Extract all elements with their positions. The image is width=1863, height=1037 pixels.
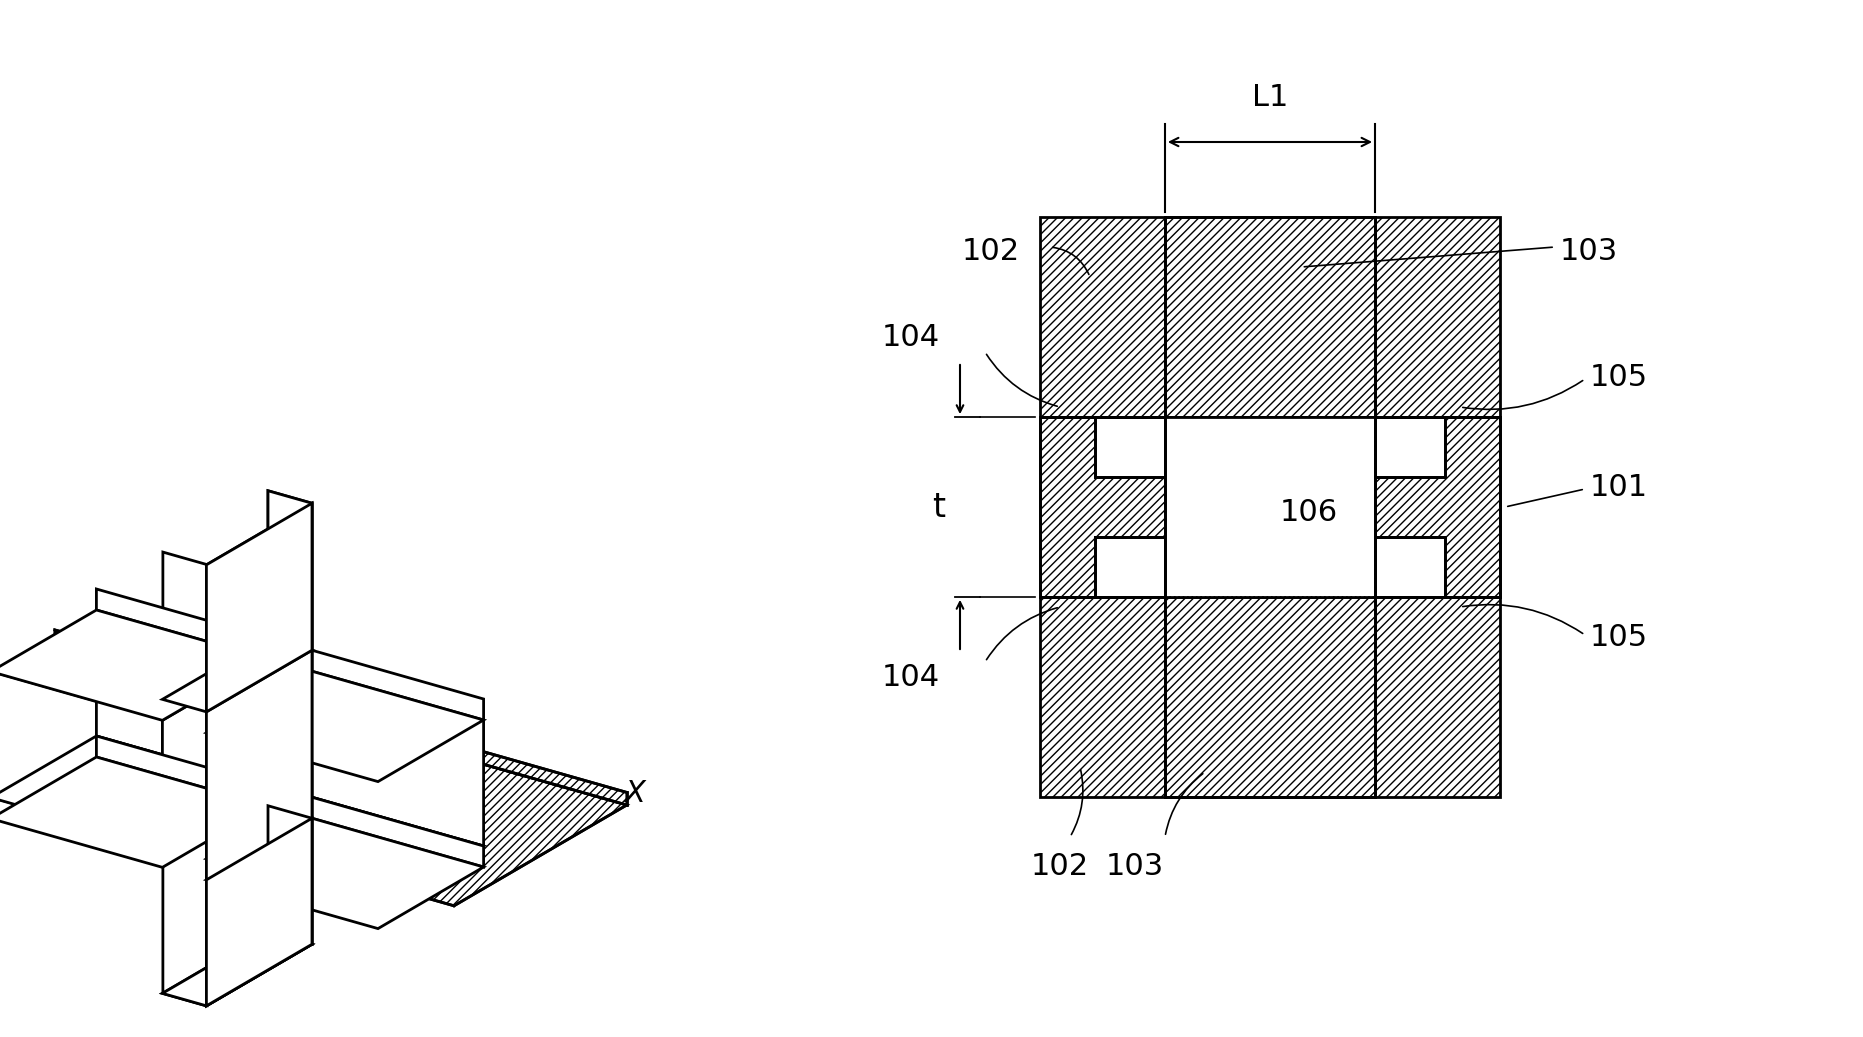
Bar <box>1375 537 1446 597</box>
Polygon shape <box>268 806 311 945</box>
Bar <box>1375 417 1500 597</box>
Text: X: X <box>624 780 645 809</box>
Bar <box>1164 217 1375 417</box>
Bar <box>1375 417 1446 477</box>
Polygon shape <box>0 736 268 846</box>
Text: 103: 103 <box>1107 852 1164 881</box>
Polygon shape <box>97 589 268 658</box>
Polygon shape <box>207 732 378 907</box>
Polygon shape <box>54 629 626 805</box>
Polygon shape <box>268 491 311 945</box>
Polygon shape <box>311 797 484 867</box>
Polygon shape <box>207 797 484 907</box>
Polygon shape <box>0 671 162 846</box>
Text: 102: 102 <box>961 237 1021 267</box>
Bar <box>1095 417 1164 477</box>
Text: t: t <box>932 491 945 524</box>
Text: 105: 105 <box>1589 622 1649 651</box>
Polygon shape <box>311 650 484 720</box>
Polygon shape <box>162 932 311 1006</box>
Bar <box>1164 417 1375 597</box>
Polygon shape <box>207 818 311 1006</box>
Text: 104: 104 <box>881 663 941 692</box>
Polygon shape <box>207 503 311 711</box>
Polygon shape <box>97 736 268 806</box>
Polygon shape <box>0 757 268 867</box>
Bar <box>1040 217 1164 417</box>
Text: 102: 102 <box>1030 852 1090 881</box>
Polygon shape <box>207 503 311 1006</box>
Polygon shape <box>0 643 626 905</box>
Polygon shape <box>207 818 484 928</box>
Polygon shape <box>207 671 484 782</box>
Text: 103: 103 <box>1559 237 1619 267</box>
Bar <box>1164 597 1375 797</box>
Text: 101: 101 <box>1589 473 1649 502</box>
Text: L1: L1 <box>1252 83 1287 112</box>
Polygon shape <box>0 610 268 721</box>
Polygon shape <box>162 658 268 846</box>
Polygon shape <box>162 552 207 1006</box>
Bar <box>1040 417 1164 597</box>
Polygon shape <box>97 610 268 785</box>
Bar <box>1095 537 1164 597</box>
Bar <box>1375 217 1500 417</box>
Text: 104: 104 <box>881 323 941 352</box>
Bar <box>1375 597 1500 797</box>
Polygon shape <box>162 932 311 1006</box>
Text: 106: 106 <box>1280 498 1338 527</box>
Polygon shape <box>268 491 311 650</box>
Polygon shape <box>311 671 484 846</box>
Text: 105: 105 <box>1589 363 1649 392</box>
Polygon shape <box>162 638 311 711</box>
Bar <box>1040 597 1164 797</box>
